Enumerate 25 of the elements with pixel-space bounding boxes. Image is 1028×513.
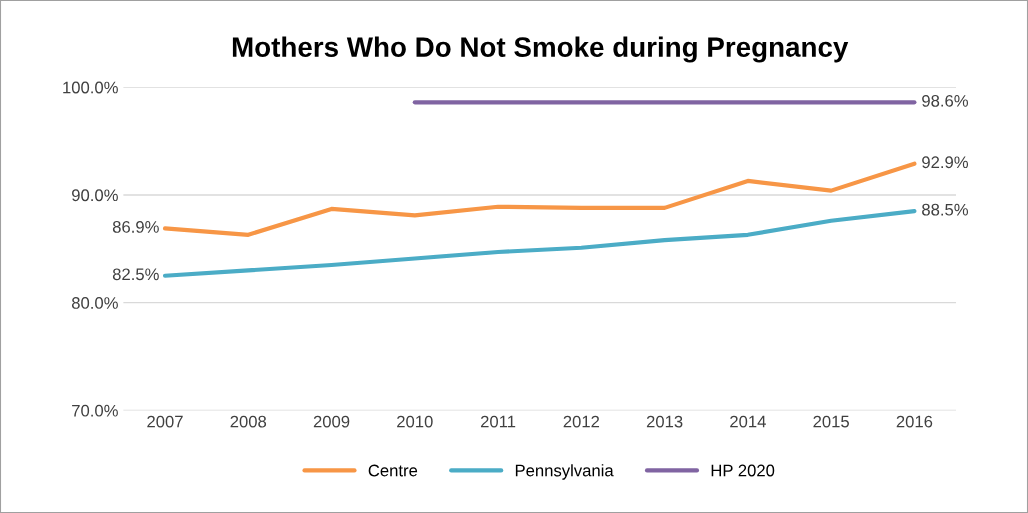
data-label: 92.9% [922,156,969,169]
data-label: 98.6% [922,94,969,107]
x-tick-label: 2007 [147,415,183,428]
y-tick-label: 90.0% [72,189,118,202]
x-tick-label: 2009 [313,415,350,428]
data-label: 86.9% [112,221,159,233]
x-tick-label: 2013 [646,415,683,428]
x-tick-label: 2012 [563,415,600,428]
data-label: 88.5% [922,203,969,216]
legend-label: Pennsylvania [515,464,614,480]
line-series [162,209,917,278]
chart-title: Mothers Who Do Not Smoke during Pregnancy [232,36,849,63]
x-tick-label: 2008 [230,415,267,428]
x-tick-label: 2010 [397,415,433,428]
y-tick-label: 80.0% [71,297,118,309]
y-tick-label: 100.0% [63,81,118,94]
legend-label: Centre [368,464,418,477]
x-tick-label: 2011 [480,415,516,428]
y-tick-label: 70.0% [72,404,118,417]
data-label: 82.5% [112,268,159,281]
legend-label: HP 2020 [711,464,775,477]
x-tick-label: 2014 [730,415,766,428]
line-series [162,161,917,237]
x-tick-label: 2016 [896,415,933,428]
x-tick-label: 2015 [813,415,849,428]
